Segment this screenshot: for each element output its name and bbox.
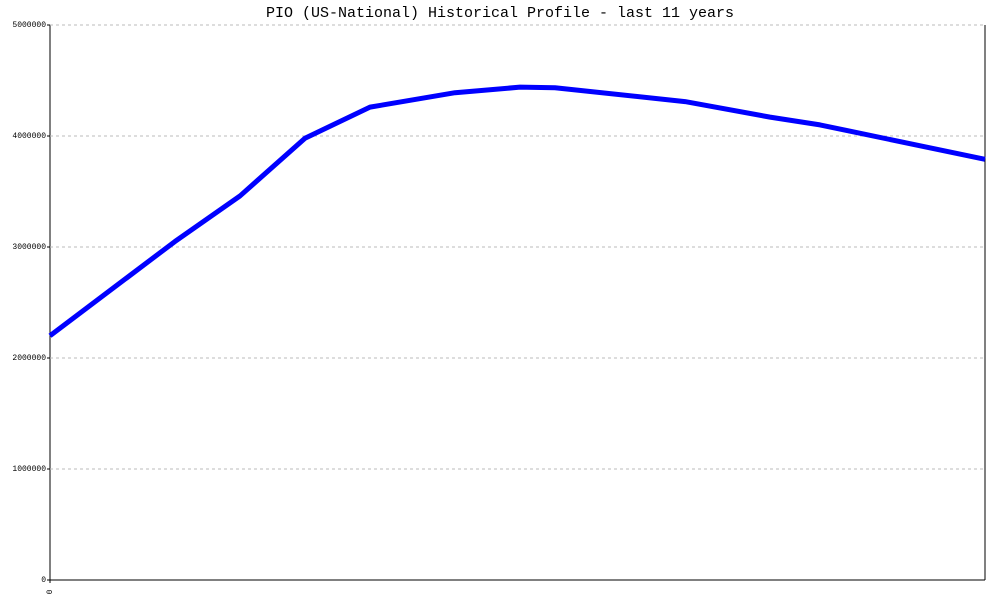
chart-title: PIO (US-National) Historical Profile - l… [266,5,734,22]
y-tick-label: 5000000 [12,21,46,30]
y-tick-label: 1000000 [12,465,46,474]
y-tick-label: 4000000 [12,132,46,141]
y-tick-label: 2000000 [12,354,46,363]
y-tick-label: 0 [41,576,46,585]
data-line [48,84,986,338]
x-tick-label: 0 [46,589,55,594]
y-tick-label: 3000000 [12,243,46,252]
